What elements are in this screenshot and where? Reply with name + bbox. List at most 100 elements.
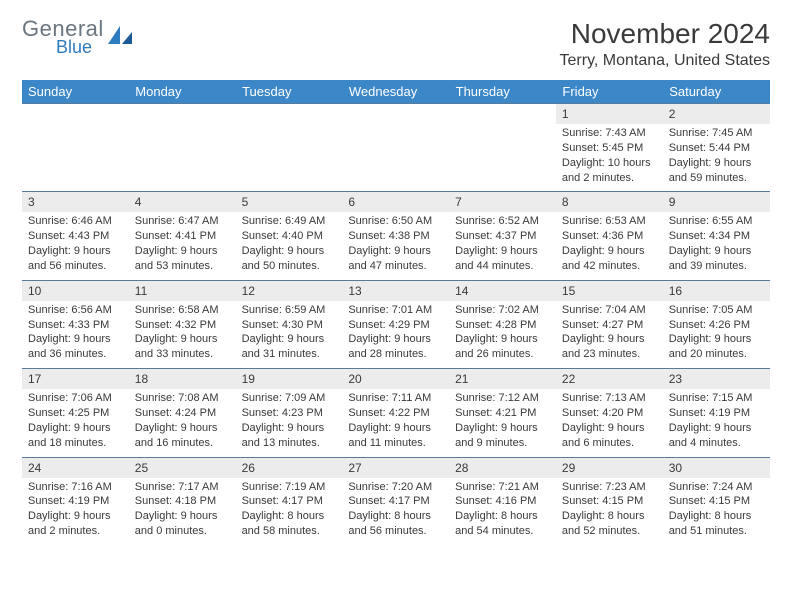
daylight-line: Daylight: 8 hours and 51 minutes. — [669, 509, 764, 539]
day-detail-cell: Sunrise: 7:21 AMSunset: 4:16 PMDaylight:… — [449, 478, 556, 545]
day-detail-cell — [129, 124, 236, 192]
daylight-line: Daylight: 9 hours and 6 minutes. — [562, 421, 657, 451]
day-number-cell — [342, 104, 449, 125]
sunrise-line: Sunrise: 7:24 AM — [669, 480, 764, 495]
day-detail-cell — [342, 124, 449, 192]
daylight-line: Daylight: 9 hours and 13 minutes. — [242, 421, 337, 451]
day-number-cell: 9 — [663, 192, 770, 213]
day-number-cell: 14 — [449, 280, 556, 301]
day-detail-row: Sunrise: 7:43 AMSunset: 5:45 PMDaylight:… — [22, 124, 770, 192]
daylight-line: Daylight: 8 hours and 52 minutes. — [562, 509, 657, 539]
day-number-cell: 22 — [556, 369, 663, 390]
day-number-cell: 3 — [22, 192, 129, 213]
day-number-cell: 23 — [663, 369, 770, 390]
daylight-line: Daylight: 9 hours and 18 minutes. — [28, 421, 123, 451]
day-number-cell: 25 — [129, 457, 236, 478]
daylight-line: Daylight: 8 hours and 56 minutes. — [348, 509, 443, 539]
day-number-row: 24252627282930 — [22, 457, 770, 478]
day-detail-cell: Sunrise: 7:02 AMSunset: 4:28 PMDaylight:… — [449, 301, 556, 369]
day-detail-cell: Sunrise: 7:24 AMSunset: 4:15 PMDaylight:… — [663, 478, 770, 545]
sunrise-line: Sunrise: 7:11 AM — [348, 391, 443, 406]
sunrise-line: Sunrise: 7:13 AM — [562, 391, 657, 406]
location: Terry, Montana, United States — [560, 52, 770, 70]
day-detail-cell: Sunrise: 7:19 AMSunset: 4:17 PMDaylight:… — [236, 478, 343, 545]
sunrise-line: Sunrise: 6:53 AM — [562, 214, 657, 229]
sunset-line: Sunset: 4:17 PM — [242, 494, 337, 509]
sunrise-line: Sunrise: 6:50 AM — [348, 214, 443, 229]
sunrise-line: Sunrise: 7:08 AM — [135, 391, 230, 406]
daylight-line: Daylight: 9 hours and 50 minutes. — [242, 244, 337, 274]
sunrise-line: Sunrise: 7:02 AM — [455, 303, 550, 318]
daylight-line: Daylight: 9 hours and 56 minutes. — [28, 244, 123, 274]
daylight-line: Daylight: 9 hours and 28 minutes. — [348, 332, 443, 362]
sunrise-line: Sunrise: 6:59 AM — [242, 303, 337, 318]
sunset-line: Sunset: 4:17 PM — [348, 494, 443, 509]
sunrise-line: Sunrise: 7:23 AM — [562, 480, 657, 495]
sunset-line: Sunset: 4:32 PM — [135, 318, 230, 333]
sunset-line: Sunset: 4:21 PM — [455, 406, 550, 421]
sunrise-line: Sunrise: 6:55 AM — [669, 214, 764, 229]
day-number-cell: 29 — [556, 457, 663, 478]
day-detail-row: Sunrise: 7:06 AMSunset: 4:25 PMDaylight:… — [22, 389, 770, 457]
day-detail-cell: Sunrise: 6:58 AMSunset: 4:32 PMDaylight:… — [129, 301, 236, 369]
day-detail-cell: Sunrise: 6:47 AMSunset: 4:41 PMDaylight:… — [129, 212, 236, 280]
sunrise-line: Sunrise: 6:52 AM — [455, 214, 550, 229]
day-detail-cell: Sunrise: 6:59 AMSunset: 4:30 PMDaylight:… — [236, 301, 343, 369]
day-number-cell — [129, 104, 236, 125]
day-number-cell — [236, 104, 343, 125]
sunset-line: Sunset: 4:33 PM — [28, 318, 123, 333]
day-detail-cell: Sunrise: 7:11 AMSunset: 4:22 PMDaylight:… — [342, 389, 449, 457]
sunrise-line: Sunrise: 6:46 AM — [28, 214, 123, 229]
sunset-line: Sunset: 4:24 PM — [135, 406, 230, 421]
sunrise-line: Sunrise: 7:01 AM — [348, 303, 443, 318]
day-detail-cell: Sunrise: 7:20 AMSunset: 4:17 PMDaylight:… — [342, 478, 449, 545]
day-detail-cell: Sunrise: 6:53 AMSunset: 4:36 PMDaylight:… — [556, 212, 663, 280]
daylight-line: Daylight: 8 hours and 54 minutes. — [455, 509, 550, 539]
sunset-line: Sunset: 4:16 PM — [455, 494, 550, 509]
day-number-cell: 10 — [22, 280, 129, 301]
day-number-cell: 6 — [342, 192, 449, 213]
sunset-line: Sunset: 4:20 PM — [562, 406, 657, 421]
daylight-line: Daylight: 9 hours and 39 minutes. — [669, 244, 764, 274]
sunrise-line: Sunrise: 7:09 AM — [242, 391, 337, 406]
day-detail-cell: Sunrise: 7:13 AMSunset: 4:20 PMDaylight:… — [556, 389, 663, 457]
weekday-header: Sunday — [22, 80, 129, 104]
day-number-cell: 27 — [342, 457, 449, 478]
sunset-line: Sunset: 4:38 PM — [348, 229, 443, 244]
day-number-row: 17181920212223 — [22, 369, 770, 390]
daylight-line: Daylight: 9 hours and 36 minutes. — [28, 332, 123, 362]
sunset-line: Sunset: 5:45 PM — [562, 141, 657, 156]
day-detail-cell — [236, 124, 343, 192]
sunrise-line: Sunrise: 7:04 AM — [562, 303, 657, 318]
day-detail-cell: Sunrise: 7:09 AMSunset: 4:23 PMDaylight:… — [236, 389, 343, 457]
sunset-line: Sunset: 4:28 PM — [455, 318, 550, 333]
day-number-cell: 24 — [22, 457, 129, 478]
daylight-line: Daylight: 9 hours and 31 minutes. — [242, 332, 337, 362]
weekday-header: Thursday — [449, 80, 556, 104]
day-number-cell: 20 — [342, 369, 449, 390]
day-detail-cell: Sunrise: 7:08 AMSunset: 4:24 PMDaylight:… — [129, 389, 236, 457]
sunset-line: Sunset: 4:19 PM — [28, 494, 123, 509]
day-number-cell: 16 — [663, 280, 770, 301]
sunset-line: Sunset: 4:37 PM — [455, 229, 550, 244]
day-number-cell: 13 — [342, 280, 449, 301]
sunset-line: Sunset: 4:23 PM — [242, 406, 337, 421]
logo-text: General Blue — [22, 18, 104, 56]
day-number-cell: 4 — [129, 192, 236, 213]
sunrise-line: Sunrise: 7:06 AM — [28, 391, 123, 406]
day-detail-cell: Sunrise: 6:46 AMSunset: 4:43 PMDaylight:… — [22, 212, 129, 280]
day-detail-cell: Sunrise: 7:04 AMSunset: 4:27 PMDaylight:… — [556, 301, 663, 369]
sunrise-line: Sunrise: 7:15 AM — [669, 391, 764, 406]
day-number-row: 10111213141516 — [22, 280, 770, 301]
day-detail-cell: Sunrise: 7:17 AMSunset: 4:18 PMDaylight:… — [129, 478, 236, 545]
sunset-line: Sunset: 4:15 PM — [669, 494, 764, 509]
sunset-line: Sunset: 4:18 PM — [135, 494, 230, 509]
day-number-row: 3456789 — [22, 192, 770, 213]
sunset-line: Sunset: 5:44 PM — [669, 141, 764, 156]
daylight-line: Daylight: 9 hours and 23 minutes. — [562, 332, 657, 362]
day-number-cell: 12 — [236, 280, 343, 301]
day-detail-cell: Sunrise: 7:01 AMSunset: 4:29 PMDaylight:… — [342, 301, 449, 369]
day-detail-cell: Sunrise: 6:49 AMSunset: 4:40 PMDaylight:… — [236, 212, 343, 280]
sunset-line: Sunset: 4:41 PM — [135, 229, 230, 244]
day-detail-cell: Sunrise: 7:05 AMSunset: 4:26 PMDaylight:… — [663, 301, 770, 369]
